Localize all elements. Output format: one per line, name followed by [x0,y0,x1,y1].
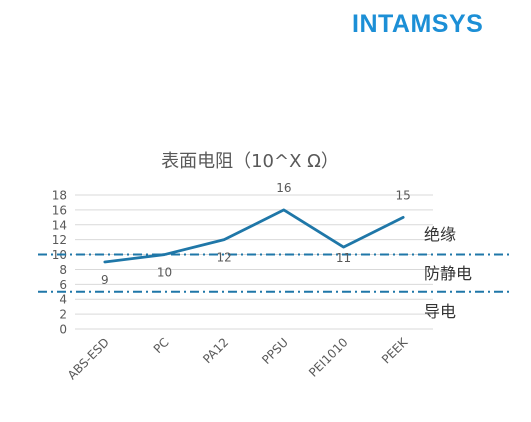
intamsys-logo: INTAMSYS [352,10,484,38]
zone-label-conductive: 导电 [424,302,457,321]
series-line-path [103,208,405,264]
chart-title: 表面电阻（10^X Ω） [161,151,339,172]
y-tick-label: 8 [59,263,67,277]
data-label: 10 [157,266,172,280]
y-tick-label: 18 [52,189,67,203]
zone-label-antistatic: 防静电 [424,264,473,283]
x-tick-label: PEI1010 [306,335,350,379]
y-tick-label: 12 [52,233,67,247]
x-axis-ticks: ABS-ESD PC PA12 PPSU PEI1010 PEEK [65,334,411,382]
series-line [103,208,405,264]
x-tick-label: PC [151,335,172,356]
x-tick-label: PPSU [259,335,291,367]
data-label: 11 [336,251,351,265]
data-label: 15 [396,188,411,202]
x-tick-label: PEEK [379,334,411,366]
gridlines [75,194,433,330]
zone-label-insulating: 绝缘 [424,225,457,244]
y-tick-label: 0 [59,323,67,337]
y-tick-label: 14 [52,218,67,232]
y-tick-label: 16 [52,203,67,217]
data-label: 9 [101,273,109,287]
data-label: 16 [276,181,291,195]
y-tick-label: 6 [59,278,67,292]
y-tick-label: 4 [59,293,67,307]
data-labels: 9 10 12 16 11 15 [101,181,411,287]
data-label: 12 [217,251,232,265]
threshold-lines [38,253,512,293]
x-tick-label: PA12 [200,335,231,366]
y-tick-label: 2 [59,308,67,322]
x-tick-label: ABS-ESD [65,335,112,382]
